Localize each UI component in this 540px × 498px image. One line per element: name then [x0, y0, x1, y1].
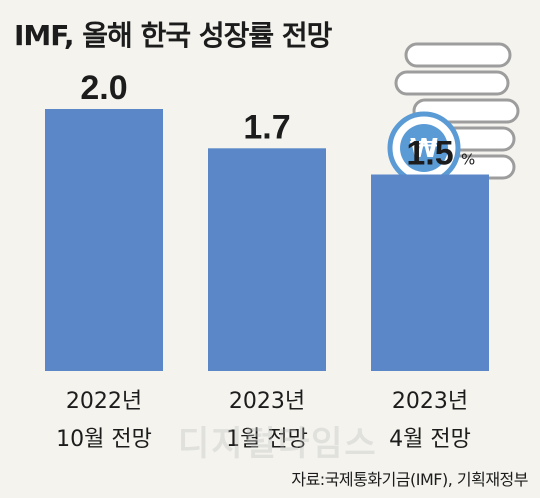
- page-title: IMF, 올해 한국 성장률 전망: [14, 19, 332, 52]
- bar-1: [208, 148, 326, 371]
- source-note: 자료:국제통화기금(IMF), 기획재정부: [291, 470, 528, 489]
- won-coin-stack-icon: ₩: [387, 42, 520, 185]
- bar-2: [371, 174, 489, 371]
- bar-0: [45, 109, 163, 371]
- category-label-0: 2022년 10월 전망: [56, 389, 152, 452]
- value-label-1: 1.7: [243, 108, 290, 146]
- category-label-2: 2023년 4월 전망: [389, 389, 471, 452]
- svg-text:₩: ₩: [410, 134, 439, 164]
- watermark: 디지털타임스: [178, 424, 378, 464]
- value-label-2: 1.5: [406, 135, 453, 173]
- unit-label: %: [461, 151, 475, 169]
- category-label-1: 2023년 1월 전망: [226, 389, 308, 452]
- value-label-0: 2.0: [80, 69, 127, 107]
